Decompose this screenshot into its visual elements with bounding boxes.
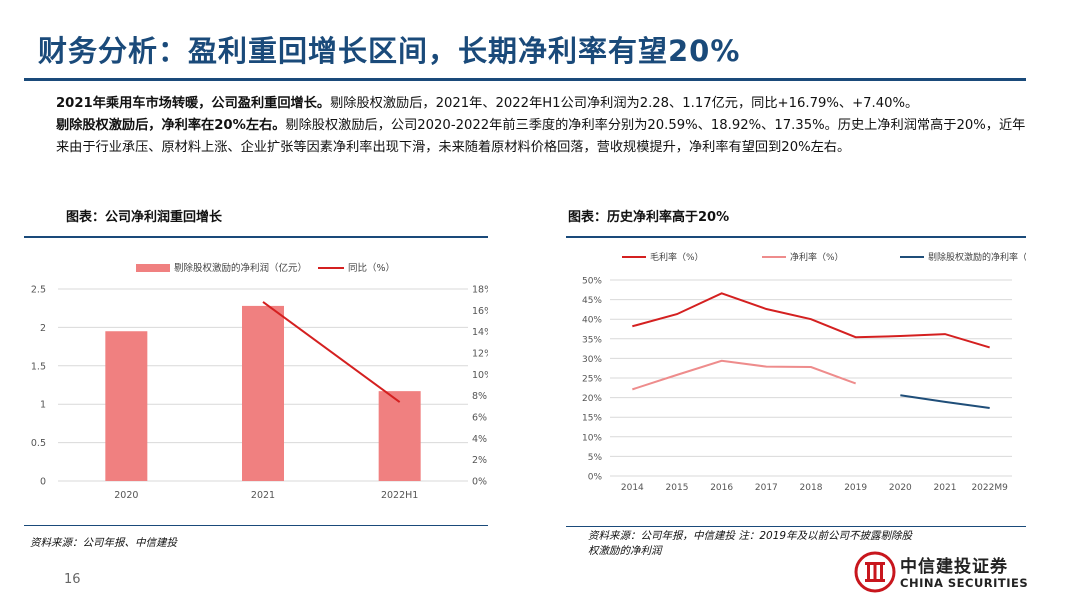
page-title: 财务分析：盈利重回增长区间，长期净利率有望20%: [38, 34, 741, 68]
y-right-tick-label: 0%: [472, 477, 487, 488]
left-figure-bottom-rule: [24, 525, 488, 526]
left-figure-source: 资料来源：公司年报、中信建投: [30, 537, 177, 549]
x-tick-label: 2020: [889, 483, 912, 493]
x-tick-label: 2017: [755, 483, 778, 493]
legend-swatch-net-profit: [136, 264, 170, 272]
y-right-tick-label: 4%: [472, 434, 487, 445]
legend-label-yoy: 同比（%）: [348, 262, 395, 274]
y-tick-label: 30%: [582, 355, 602, 365]
china-securities-emblem-icon: [854, 551, 896, 593]
yoy-growth-line: [262, 301, 401, 403]
y-right-tick-label: 6%: [472, 413, 487, 424]
x-tick-label: 2019: [844, 483, 867, 493]
right-figure-top-rule: [566, 236, 1026, 238]
x-tick-label: 2016: [710, 483, 733, 493]
legend-net-margin-label: 净利率（%）: [790, 251, 844, 263]
y-tick-label: 50%: [582, 277, 602, 287]
page-number: 16: [64, 572, 81, 587]
left-figure-caption: 图表：公司净利润重回增长: [66, 210, 223, 225]
right-figure-source-line1: 资料来源：公司年报，中信建投 注：2019年及以前公司不披露剔除股: [588, 530, 913, 542]
x-tick-label: 2021: [934, 483, 957, 493]
y-left-tick-label: 1: [40, 400, 46, 411]
x-tick-label: 2015: [666, 483, 689, 493]
right-figure-source-line2: 权激励的净利润: [588, 545, 662, 557]
y-tick-label: 35%: [582, 335, 602, 345]
paragraph-1-lead: 2021年乘用车市场转暖，公司盈利重回增长。: [56, 96, 331, 111]
y-left-tick-label: 1.5: [31, 361, 46, 372]
x-tick-label: 2020: [114, 490, 138, 501]
y-right-tick-label: 2%: [472, 455, 487, 466]
y-tick-label: 0%: [588, 473, 603, 483]
bar: [242, 305, 284, 481]
y-right-tick-label: 10%: [472, 370, 488, 381]
y-right-tick-label: 16%: [472, 306, 488, 317]
y-tick-label: 10%: [582, 433, 602, 443]
company-logo: 中信建投证券 CHINA SECURITIES: [852, 548, 1032, 598]
x-tick-label: 2022M9: [971, 483, 1008, 493]
x-tick-label: 2018: [800, 483, 823, 493]
logo-name-cn: 中信建投证券: [900, 557, 1008, 577]
gross-margin-line: [632, 292, 990, 349]
paragraph-2: 剔除股权激励后，净利率在20%左右。剔除股权激励后，公司2020-2022年前三…: [56, 115, 1026, 159]
title-divider: [24, 78, 1026, 81]
x-tick-label: 2021: [251, 490, 275, 501]
legend-adjusted-net-margin-label: 剔除股权激励的净利率（%）: [928, 251, 1026, 263]
logo-name-en: CHINA SECURITIES: [900, 576, 1029, 590]
y-right-tick-label: 12%: [472, 349, 488, 360]
net-profit-chart: 0 0.5 1 1.5 2 2.5 0% 2% 4% 6% 8% 10% 12% 14% 16% 18% 202…: [31, 262, 488, 501]
left-figure-top-rule: [24, 236, 488, 238]
y-left-tick-label: 0.5: [31, 438, 46, 449]
body-text: 2021年乘用车市场转暖，公司盈利重回增长。剔除股权激励后，2021年、2022…: [56, 93, 1026, 159]
bar: [105, 331, 148, 481]
y-tick-label: 5%: [588, 453, 603, 463]
legend-label-net-profit: 剔除股权激励的净利润（亿元）: [174, 262, 307, 274]
y-right-tick-label: 18%: [472, 285, 488, 296]
paragraph-2-body: 剔除股权激励后，公司2020-2022年前三季度的净利率分别为20.59%、18…: [56, 118, 1026, 155]
y-tick-label: 25%: [582, 375, 602, 385]
legend-gross-margin-label: 毛利率（%）: [650, 251, 704, 263]
bar: [378, 391, 421, 481]
y-tick-label: 15%: [582, 414, 602, 424]
y-tick-label: 40%: [582, 316, 602, 326]
paragraph-1-body: 剔除股权激励后，2021年、2022年H1公司净利润为2.28、1.17亿元，同…: [330, 96, 919, 111]
y-left-tick-label: 0: [40, 477, 46, 488]
paragraph-1: 2021年乘用车市场转暖，公司盈利重回增长。剔除股权激励后，2021年、2022…: [56, 93, 1026, 115]
net-margin-line: [632, 359, 857, 391]
y-tick-label: 20%: [582, 394, 602, 404]
right-figure-bottom-rule: [566, 526, 1026, 527]
paragraph-2-lead: 剔除股权激励后，净利率在20%左右。: [56, 118, 286, 133]
y-right-tick-label: 14%: [472, 327, 488, 338]
y-left-tick-label: 2: [40, 323, 46, 334]
y-tick-label: 45%: [582, 296, 602, 306]
right-figure-source: 资料来源：公司年报，中信建投 注：2019年及以前公司不披露剔除股 权激励的净利…: [588, 529, 912, 559]
y-right-tick-label: 8%: [472, 391, 487, 402]
net-margin-chart: 0% 5% 10% 15% 20% 25% 30% 35% 40% 45% 50% 2014 2015 2…: [582, 251, 1026, 493]
x-tick-label: 2014: [621, 483, 644, 493]
y-left-tick-label: 2.5: [31, 285, 46, 296]
x-tick-label: 2022H1: [381, 490, 418, 501]
adjusted-net-margin-line: [900, 394, 990, 409]
right-figure-caption: 图表：历史净利率高于20%: [568, 210, 730, 225]
